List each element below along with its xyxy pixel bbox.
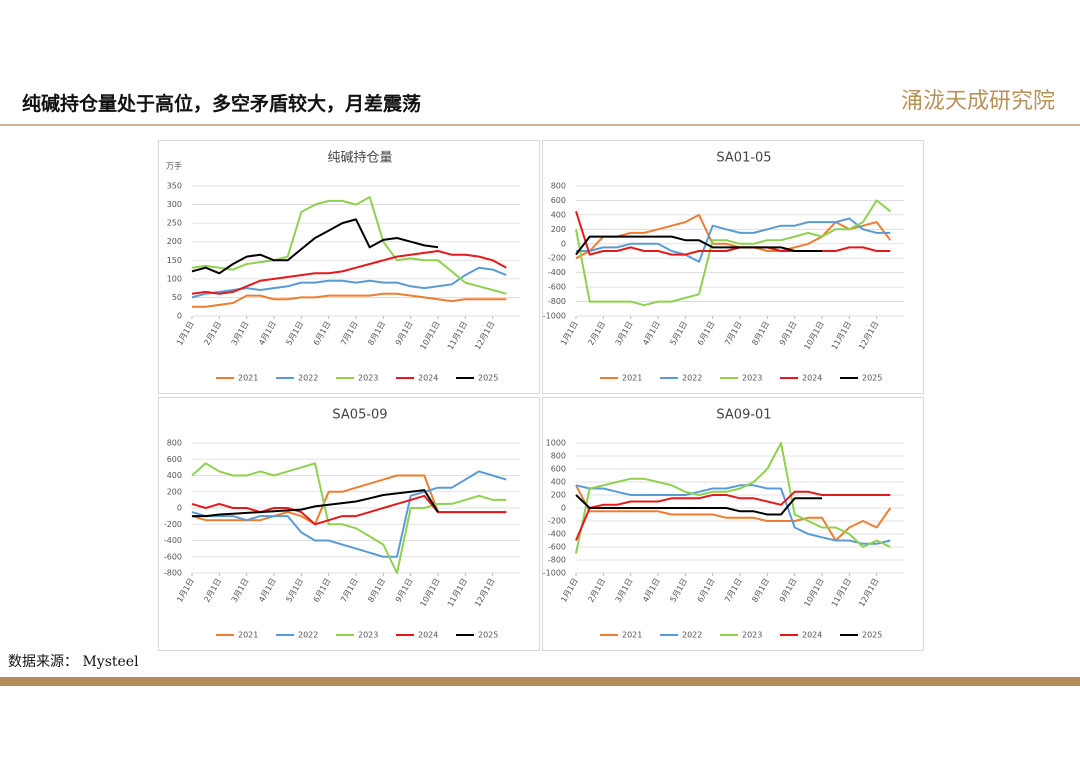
chart-title: SA09-01 bbox=[716, 408, 771, 423]
chart-title: SA05-09 bbox=[332, 408, 387, 423]
y-tick-label: -1000 bbox=[543, 312, 566, 321]
series-line bbox=[575, 442, 891, 554]
y-tick-label: 400 bbox=[167, 471, 182, 480]
source: 数据来源： Mysteel bbox=[8, 654, 139, 670]
legend-label: 2025 bbox=[478, 374, 498, 383]
legend-label: 2024 bbox=[802, 374, 822, 383]
y-tick-label: 800 bbox=[551, 182, 566, 191]
y-tick-label: 400 bbox=[551, 478, 566, 487]
y-axis-unit: 万手 bbox=[166, 161, 182, 171]
y-tick-label: 50 bbox=[172, 293, 182, 302]
series-line bbox=[191, 218, 439, 275]
y-tick-label: -600 bbox=[548, 283, 566, 292]
legend-label: 2021 bbox=[622, 631, 642, 640]
panel-frame bbox=[158, 140, 540, 394]
y-tick-label: 400 bbox=[551, 210, 566, 219]
y-tick-label: -200 bbox=[548, 517, 566, 526]
header-rule bbox=[0, 124, 1080, 126]
legend-label: 2025 bbox=[862, 374, 882, 383]
legend-label: 2023 bbox=[742, 374, 762, 383]
y-tick-label: 1000 bbox=[546, 439, 566, 448]
series-line bbox=[191, 470, 507, 558]
y-tick-label: -200 bbox=[164, 520, 182, 529]
panel-frame bbox=[542, 397, 924, 651]
y-tick-label: 300 bbox=[167, 200, 182, 209]
chart-title: SA01-05 bbox=[716, 151, 771, 166]
series-line bbox=[191, 494, 507, 526]
legend-label: 2023 bbox=[358, 631, 378, 640]
y-tick-label: -800 bbox=[548, 297, 566, 306]
series-line bbox=[576, 217, 891, 263]
y-tick-label: 200 bbox=[551, 225, 566, 234]
y-tick-label: -1000 bbox=[543, 569, 566, 578]
y-tick-label: 800 bbox=[167, 439, 182, 448]
y-tick-label: -800 bbox=[548, 556, 566, 565]
y-tick-label: 600 bbox=[167, 455, 182, 464]
y-tick-label: 200 bbox=[167, 487, 182, 496]
legend-label: 2021 bbox=[238, 631, 258, 640]
y-tick-label: -800 bbox=[164, 569, 182, 578]
y-tick-label: 600 bbox=[551, 465, 566, 474]
footer-bar bbox=[0, 677, 1080, 686]
legend-label: 2025 bbox=[862, 631, 882, 640]
series-line bbox=[575, 490, 891, 541]
y-tick-label: -200 bbox=[548, 254, 566, 263]
series-line bbox=[191, 462, 507, 574]
y-tick-label: 0 bbox=[561, 504, 566, 513]
legend-label: 2025 bbox=[478, 631, 498, 640]
y-tick-label: 0 bbox=[561, 239, 566, 248]
series-line bbox=[192, 292, 507, 308]
legend-label: 2022 bbox=[298, 374, 318, 383]
series-line bbox=[575, 235, 822, 256]
chart-panel: SA01-05 -1000 -800 -600 -400 -200 0 200 400 600 80… bbox=[542, 140, 924, 394]
series-line bbox=[575, 210, 891, 256]
legend-label: 2023 bbox=[742, 631, 762, 640]
series-line bbox=[191, 266, 507, 299]
series-line bbox=[575, 199, 891, 307]
series-line bbox=[575, 484, 891, 545]
y-tick-label: 800 bbox=[551, 452, 566, 461]
legend-label: 2024 bbox=[802, 631, 822, 640]
series-line bbox=[191, 250, 507, 295]
legend-label: 2022 bbox=[298, 631, 318, 640]
legend-label: 2024 bbox=[418, 631, 438, 640]
slide-title: 纯碱持仓量处于高位，多空矛盾较大，月差震荡 bbox=[22, 92, 421, 115]
series-line bbox=[192, 489, 439, 518]
series-line bbox=[575, 494, 822, 516]
legend-label: 2022 bbox=[682, 631, 702, 640]
legend-label: 2022 bbox=[682, 374, 702, 383]
legend-label: 2024 bbox=[418, 374, 438, 383]
y-tick-label: 100 bbox=[167, 274, 182, 283]
legend-label: 2023 bbox=[358, 374, 378, 383]
chart-panel: SA09-01 -1000 -800 -600 -400 -200 0 200 400 600 80… bbox=[542, 397, 924, 651]
y-tick-label: -600 bbox=[548, 543, 566, 552]
y-tick-label: 150 bbox=[167, 256, 182, 265]
series-line bbox=[575, 484, 892, 542]
y-tick-label: 200 bbox=[551, 491, 566, 500]
y-tick-label: 0 bbox=[177, 504, 182, 513]
series-line bbox=[191, 196, 507, 295]
legend-label: 2021 bbox=[238, 374, 258, 383]
panel-frame bbox=[542, 140, 924, 394]
logo: 涌泷天成研究院 bbox=[901, 89, 1055, 114]
legend-label: 2021 bbox=[622, 374, 642, 383]
y-tick-label: -600 bbox=[164, 552, 182, 561]
y-tick-label: 350 bbox=[167, 182, 182, 191]
y-tick-label: -400 bbox=[164, 536, 182, 545]
y-tick-label: -400 bbox=[548, 268, 566, 277]
y-tick-label: -400 bbox=[548, 530, 566, 539]
chart-title: 纯碱持仓量 bbox=[327, 151, 392, 166]
y-tick-label: 200 bbox=[167, 237, 182, 246]
y-tick-label: 250 bbox=[167, 219, 182, 228]
y-tick-label: 0 bbox=[177, 312, 182, 321]
y-tick-label: 600 bbox=[551, 196, 566, 205]
chart-panel: SA05-09-800-600-400-20002004006008001月1日… bbox=[158, 397, 540, 651]
series-line bbox=[575, 213, 892, 260]
